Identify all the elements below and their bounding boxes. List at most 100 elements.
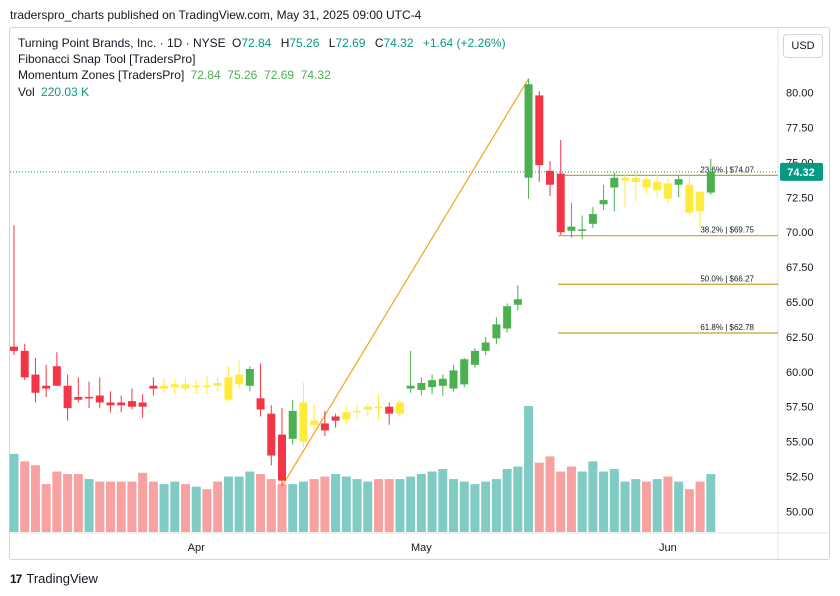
candle-body [267,413,276,456]
volume-bar [52,471,62,532]
volume-bar [491,479,501,532]
legend-volume-label: Vol [18,85,35,99]
volume-bar [695,481,705,532]
volume-bar [438,469,448,532]
volume-bar [138,472,148,532]
candle-body [663,183,672,199]
volume-bar [213,481,223,532]
volume-bar [588,461,598,532]
time-tick-label: May [411,542,432,554]
candle-body [192,385,201,388]
volume-bar [609,469,619,532]
candle-body [438,378,447,386]
legend-symbol[interactable]: Turning Point Brands, Inc. · 1D · NYSE [18,36,226,50]
time-tick-label: Jun [659,542,677,554]
legend-indicator-zones: Momentum Zones [TradersPro] [18,68,185,82]
candle-body [696,191,705,212]
legend-indicator-fib[interactable]: Fibonacci Snap Tool [TradersPro] [18,52,196,66]
candle-body [106,402,115,406]
volume-bar [277,484,287,532]
candle-body [256,398,265,410]
candle-body [202,385,211,388]
fib-level-label: 38.2% | $69.75 [700,226,754,235]
fib-level-label: 50.0% | $66.27 [700,274,754,283]
volume-bar [73,474,83,532]
candle-body [127,401,136,407]
candle-body [85,396,94,399]
volume-bar [30,465,40,532]
candle-body [674,179,683,185]
candle-body [95,395,104,403]
volume-bar [288,484,298,532]
volume-bar [363,481,373,532]
candle-body [117,402,126,406]
price-tick-label: 57.50 [786,402,814,414]
volume-bar [524,406,534,532]
volume-bar [352,479,362,532]
candle-body [546,170,554,185]
candle-body [181,384,190,389]
price-tick-label: 60.00 [786,367,814,379]
volume-bar [95,481,105,532]
volume-bar [481,481,491,532]
candle-body [470,350,479,365]
legend-volume-value: 220.03 K [41,85,90,99]
currency-button[interactable]: USD [783,34,823,58]
volume-bar [416,474,426,532]
candle-body [406,385,415,389]
legend-change: +1.64 (+2.26%) [422,36,506,50]
volume-bar [534,462,544,532]
time-tick-label: Apr [188,542,205,554]
candle-body [52,366,61,386]
candle-body [449,370,458,389]
candle-body [685,184,694,213]
volume-bar [234,476,244,532]
candle-body [170,384,179,388]
fib-level-label: 23.6% | $74.07 [700,165,754,174]
candle-body [621,177,630,181]
price-tick-label: 70.00 [786,227,814,239]
candle-body [503,306,512,329]
candle-body [610,177,619,188]
candle-body [10,346,18,351]
candle-body [299,402,308,442]
candle-body [342,412,351,420]
volume-bar [298,481,308,532]
price-tick-label: 67.50 [786,262,814,274]
volume-bar [266,479,276,532]
volume-bar [170,481,180,532]
volume-bar [9,453,19,532]
candle-body [374,406,383,409]
legend-ohlc-row: Turning Point Brands, Inc. · 1D · NYSE O… [18,35,509,51]
legend-close-label: C [374,36,384,50]
candle-body [642,179,651,188]
legend-open-label: O [231,36,242,50]
legend-high-value: 75.26 [289,36,320,50]
fib-swing-line [281,78,530,487]
volume-bar [223,476,233,532]
candle-body [524,84,533,178]
legend-open-value: 72.84 [241,36,272,50]
legend-indicator-zones-row[interactable]: Momentum Zones [TradersPro] 72.84 75.26 … [18,67,334,83]
last-price-badge-label: 74.32 [787,167,815,179]
volume-bar [566,466,576,532]
tradingview-brand[interactable]: 17 TradingView [10,571,98,586]
candle-body [578,229,587,231]
volume-bar [320,476,330,532]
price-tick-label: 62.50 [786,332,814,344]
candle-body [385,406,394,414]
candle-body [556,173,565,233]
candle-body [63,385,72,409]
volume-bar [127,481,137,532]
volume-bar [105,481,115,532]
candle-body [213,382,222,386]
candle-body [353,410,362,413]
legend-volume-row[interactable]: Vol 220.03 K [18,84,92,100]
candle-body [395,402,404,414]
candle-body [138,402,147,407]
volume-bar [373,479,383,532]
candle-body [588,214,597,224]
candle-body [224,377,233,400]
price-tick-label: 72.50 [786,192,814,204]
